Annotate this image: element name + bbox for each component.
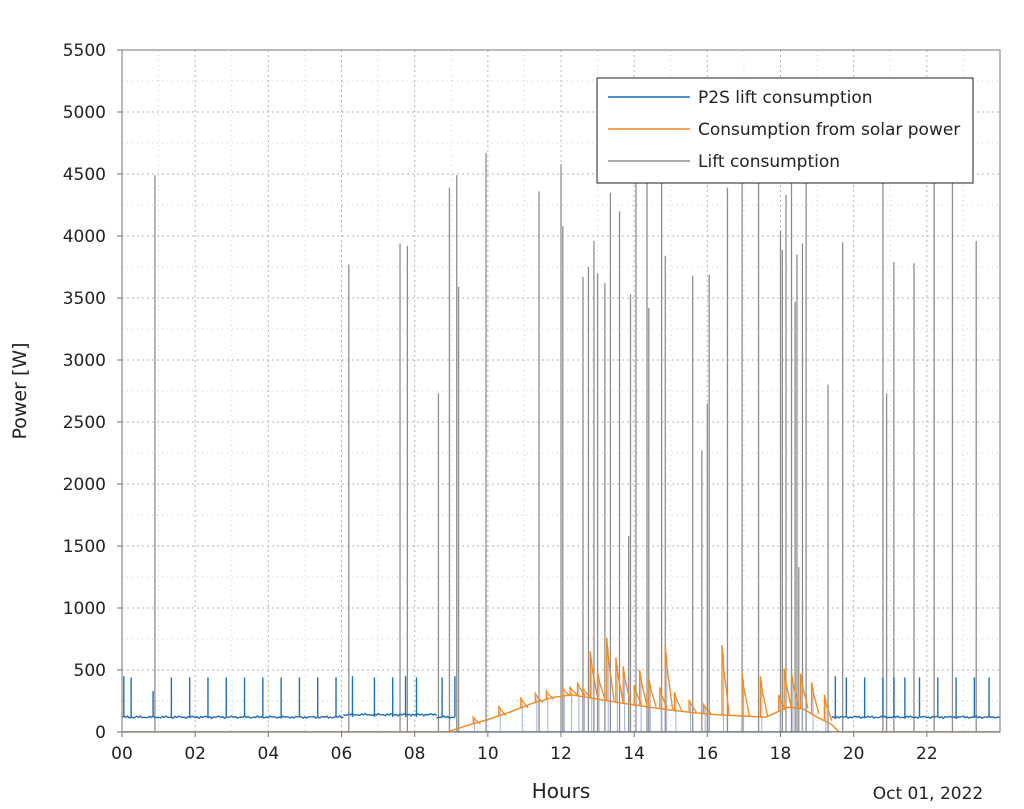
x-tick-label: 10 bbox=[477, 744, 499, 764]
solar-consumption-spike bbox=[741, 673, 751, 717]
y-axis-ticks: 0 500 1000 1500 2000 2500 3000 3500 4000 4500 5000… bbox=[63, 41, 122, 743]
solar-consumption-spike bbox=[569, 685, 578, 696]
solar-consumption-spike bbox=[664, 645, 674, 710]
solar-consumption-spike bbox=[589, 651, 599, 699]
solar-consumption-spike bbox=[799, 673, 809, 709]
legend-label-lift: Lift consumption bbox=[698, 152, 840, 172]
x-tick-label: 00 bbox=[111, 744, 133, 764]
y-axis-label: Power [W] bbox=[9, 342, 31, 439]
solar-consumption-spike bbox=[582, 686, 591, 698]
y-tick-label: 2500 bbox=[63, 413, 106, 433]
solar-consumption-spike bbox=[783, 668, 793, 709]
solar-consumption-spike bbox=[606, 637, 615, 701]
x-axis-label: Hours bbox=[532, 779, 591, 803]
solar-consumption-spike bbox=[688, 699, 697, 713]
x-tick-label: 14 bbox=[623, 744, 645, 764]
y-tick-label: 0 bbox=[95, 723, 106, 743]
p2s-consumption-line bbox=[436, 715, 455, 719]
solar-consumption-spike bbox=[545, 688, 555, 700]
solar-consumption-spike bbox=[759, 676, 769, 717]
solar-consumption-spike bbox=[562, 686, 571, 697]
date-label: Oct 01, 2022 bbox=[873, 784, 984, 804]
legend: P2S lift consumption Consumption from so… bbox=[596, 77, 974, 184]
x-tick-label: 12 bbox=[550, 744, 572, 764]
legend-label-p2s: P2S lift consumption bbox=[698, 88, 873, 108]
solar-consumption-spike bbox=[534, 691, 544, 703]
p2s-consumption-line bbox=[343, 712, 438, 717]
x-tick-label: 04 bbox=[258, 744, 280, 764]
solar-consumption-spike bbox=[639, 669, 648, 706]
solar-consumption-spike bbox=[615, 657, 624, 703]
solar-consumption-spike bbox=[721, 645, 730, 716]
y-tick-label: 4500 bbox=[63, 165, 106, 185]
x-tick-label: 16 bbox=[697, 744, 719, 764]
x-tick-label: 06 bbox=[331, 744, 353, 764]
y-tick-label: 3000 bbox=[63, 351, 106, 371]
x-tick-label: 02 bbox=[184, 744, 206, 764]
legend-label-solar: Consumption from solar power bbox=[698, 120, 960, 140]
y-tick-label: 2000 bbox=[63, 475, 106, 495]
y-tick-label: 3500 bbox=[63, 289, 106, 309]
solar-consumption-spike bbox=[823, 694, 833, 722]
x-tick-label: 18 bbox=[770, 744, 792, 764]
y-tick-label: 500 bbox=[74, 661, 106, 681]
y-tick-label: 1000 bbox=[63, 599, 106, 619]
solar-consumption-spike bbox=[622, 666, 632, 704]
solar-consumption-spike bbox=[520, 696, 529, 709]
y-tick-label: 4000 bbox=[63, 227, 106, 247]
solar-consumption-spike bbox=[596, 672, 606, 700]
series-layer bbox=[121, 152, 1001, 733]
solar-consumption-spike bbox=[472, 715, 481, 725]
p2s-consumption-line bbox=[831, 714, 1001, 720]
x-axis-ticks: 00 02 04 06 08 10 12 14 16 18 20 22 bbox=[111, 732, 938, 764]
legend-box bbox=[596, 77, 974, 184]
p2s-consumption-line bbox=[121, 715, 344, 720]
solar-consumption-spike bbox=[703, 702, 712, 715]
solar-consumption-spike bbox=[810, 682, 820, 715]
y-tick-label: 5500 bbox=[63, 41, 106, 61]
x-tick-label: 20 bbox=[843, 744, 865, 764]
solar-consumption-spike bbox=[648, 678, 657, 708]
y-tick-label: 1500 bbox=[63, 537, 106, 557]
solar-consumption-spike bbox=[673, 692, 683, 711]
solar-consumption-spike bbox=[790, 672, 800, 708]
x-tick-label: 08 bbox=[404, 744, 426, 764]
solar-consumption-spike bbox=[498, 705, 507, 717]
x-tick-label: 22 bbox=[916, 744, 938, 764]
y-tick-label: 5000 bbox=[63, 103, 106, 123]
